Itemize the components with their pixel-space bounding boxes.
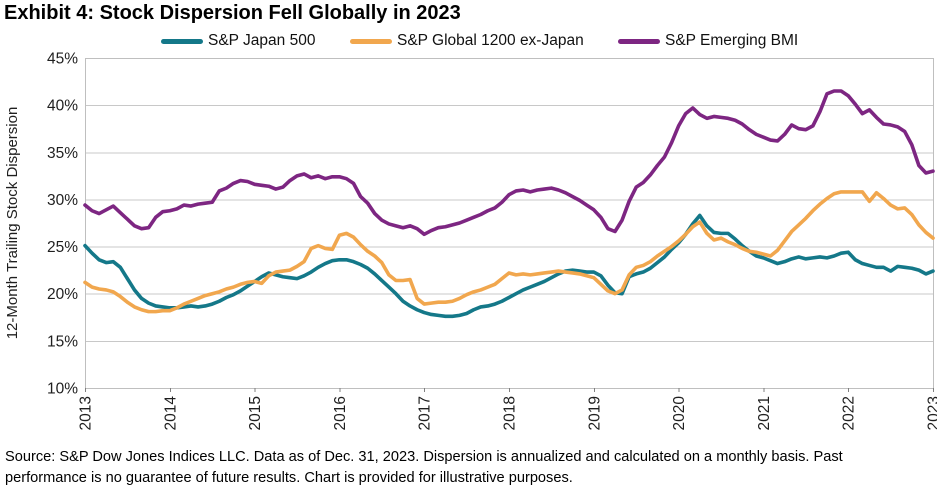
series-line-s-p-emerging-bmi [83, 89, 935, 237]
legend-item-japan: S&P Japan 500 [161, 30, 315, 52]
x-tick-label: 2014 [162, 396, 179, 431]
series-line-s-p-japan-500 [83, 213, 935, 319]
legend-swatch-global-icon [350, 38, 392, 44]
x-tick-label: 2015 [247, 396, 264, 430]
y-tick-label: 25% [47, 239, 78, 256]
x-tick-label: 2013 [78, 396, 95, 430]
legend-label-emerging: S&P Emerging BMI [665, 32, 799, 49]
y-tick-label: 10% [47, 381, 78, 398]
plot-frame [85, 58, 934, 389]
legend-label-japan: S&P Japan 500 [208, 32, 316, 49]
x-tick-label: 2023 [926, 396, 937, 430]
x-tick-label: 2016 [332, 396, 349, 430]
y-axis-title: 12-Month Trailing Stock Dispersion [4, 107, 21, 340]
legend-item-global: S&P Global 1200 ex-Japan [350, 30, 584, 52]
series-line-s-p-global-1200-ex-japan [83, 190, 935, 314]
source-line-2: performance is no guarantee of future re… [5, 469, 573, 486]
x-tick-label: 2022 [841, 396, 858, 430]
x-tick-label: 2018 [502, 396, 519, 430]
y-tick-label: 35% [47, 145, 78, 162]
x-tick-label: 2017 [417, 396, 434, 430]
legend-swatch-emerging-icon [618, 38, 660, 44]
legend-label-global: S&P Global 1200 ex-Japan [397, 32, 584, 49]
legend-item-emerging: S&P Emerging BMI [618, 30, 798, 52]
chart-legend: S&P Japan 500 S&P Global 1200 ex-Japan S… [0, 30, 937, 52]
y-tick-label: 20% [47, 286, 78, 303]
y-tick-label: 30% [47, 192, 78, 209]
y-tick-label: 45% [47, 51, 78, 68]
x-tick-label: 2019 [586, 396, 603, 430]
y-tick-label: 15% [47, 333, 78, 350]
legend-swatch-japan-icon [161, 38, 203, 44]
source-note: Source: S&P Dow Jones Indices LLC. Data … [5, 447, 935, 488]
x-tick-label: 2020 [671, 396, 688, 431]
source-line-1: Source: S&P Dow Jones Indices LLC. Data … [5, 449, 843, 465]
x-tick-label: 2021 [756, 396, 773, 430]
y-tick-label: 40% [47, 98, 78, 115]
exhibit-title: Exhibit 4: Stock Dispersion Fell Globall… [4, 2, 461, 24]
